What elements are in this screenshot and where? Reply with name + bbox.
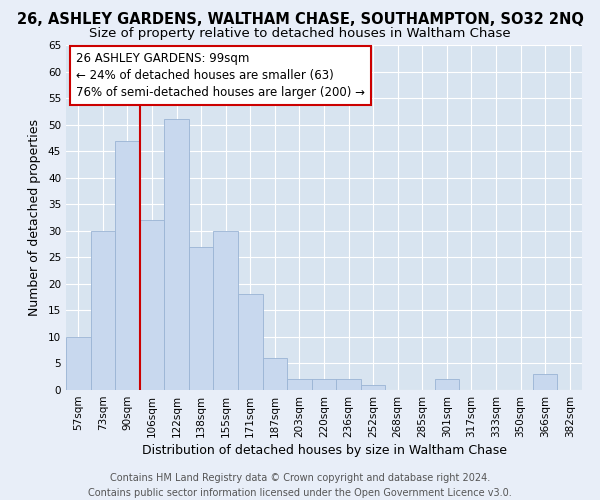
Bar <box>66 337 91 390</box>
Bar <box>189 246 214 390</box>
Text: 26 ASHLEY GARDENS: 99sqm
← 24% of detached houses are smaller (63)
76% of semi-d: 26 ASHLEY GARDENS: 99sqm ← 24% of detach… <box>76 52 365 99</box>
Bar <box>238 294 263 390</box>
Bar <box>361 384 385 390</box>
Text: 26, ASHLEY GARDENS, WALTHAM CHASE, SOUTHAMPTON, SO32 2NQ: 26, ASHLEY GARDENS, WALTHAM CHASE, SOUTH… <box>17 12 583 28</box>
Bar <box>533 374 557 390</box>
X-axis label: Distribution of detached houses by size in Waltham Chase: Distribution of detached houses by size … <box>142 444 506 457</box>
Bar <box>287 380 312 390</box>
Y-axis label: Number of detached properties: Number of detached properties <box>28 119 41 316</box>
Bar <box>164 120 189 390</box>
Bar <box>115 140 140 390</box>
Bar <box>434 380 459 390</box>
Bar <box>312 380 336 390</box>
Bar <box>263 358 287 390</box>
Bar <box>214 231 238 390</box>
Bar <box>336 380 361 390</box>
Text: Contains HM Land Registry data © Crown copyright and database right 2024.
Contai: Contains HM Land Registry data © Crown c… <box>88 472 512 498</box>
Bar <box>91 231 115 390</box>
Bar <box>140 220 164 390</box>
Text: Size of property relative to detached houses in Waltham Chase: Size of property relative to detached ho… <box>89 28 511 40</box>
